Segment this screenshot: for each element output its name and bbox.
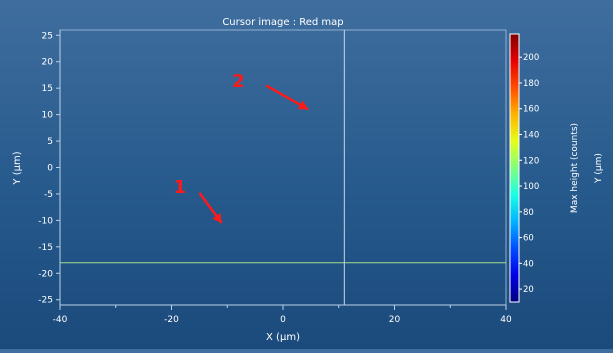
colorbar-tick-label: 180 (523, 79, 539, 89)
annotation-arrow-head (297, 100, 309, 110)
colorbar-secondary-label: Y (µm) (594, 153, 604, 184)
x-tick-label: -20 (164, 315, 179, 325)
colorbar: 20 40 60 80 100 120 140 160 180 200 (509, 33, 539, 303)
x-tick-label: -40 (53, 315, 68, 325)
y-tick-label: -10 (38, 216, 53, 226)
y-tick-label: 0 (47, 164, 53, 174)
y-tick-label: 10 (42, 111, 54, 121)
y-axis: -25 -20 -15 -10 -5 0 5 10 15 20 25 (38, 30, 61, 306)
annotation-label: 1 (174, 177, 187, 198)
colorbar-gradient (509, 33, 520, 303)
y-tick-label: 15 (42, 84, 53, 94)
y-tick-label: 25 (42, 31, 53, 41)
x-tick-label: 0 (280, 315, 286, 325)
colorbar-tick-label: 80 (523, 208, 534, 218)
x-tick-label: 40 (500, 315, 512, 325)
colorbar-tick-label: 120 (523, 156, 539, 166)
y-tick-label: -15 (38, 243, 53, 253)
colorbar-tick-label: 100 (523, 182, 539, 192)
y-tick-label: 20 (42, 58, 54, 68)
colorbar-tick-label: 20 (523, 285, 534, 295)
colorbar-tick-label: 200 (523, 53, 539, 63)
chart-title: Cursor image : Red map (222, 17, 343, 28)
colorbar-tick-label: 140 (523, 131, 539, 141)
colorbar-tick-label: 60 (523, 234, 534, 244)
colorbar-tick-label: 40 (523, 259, 534, 269)
x-axis-label: X (µm) (266, 332, 300, 343)
x-tick-label: 20 (389, 315, 401, 325)
colorbar-tick-label: 160 (523, 105, 539, 115)
colorbar-label: Max height (counts) (570, 123, 580, 213)
y-tick-label: -5 (44, 190, 53, 200)
annotations: 12 (174, 71, 309, 224)
x-axis: -40 -20 0 20 40 (53, 304, 512, 325)
annotation-arrow-head (212, 212, 222, 224)
y-tick-label: 5 (47, 137, 53, 147)
cursor-lines[interactable] (60, 30, 506, 305)
annotation-label: 2 (232, 71, 245, 92)
y-tick-label: -20 (38, 269, 53, 279)
plot-frame (59, 29, 507, 306)
y-axis-label: Y (µm) (12, 151, 23, 185)
y-tick-label: -25 (38, 296, 53, 306)
